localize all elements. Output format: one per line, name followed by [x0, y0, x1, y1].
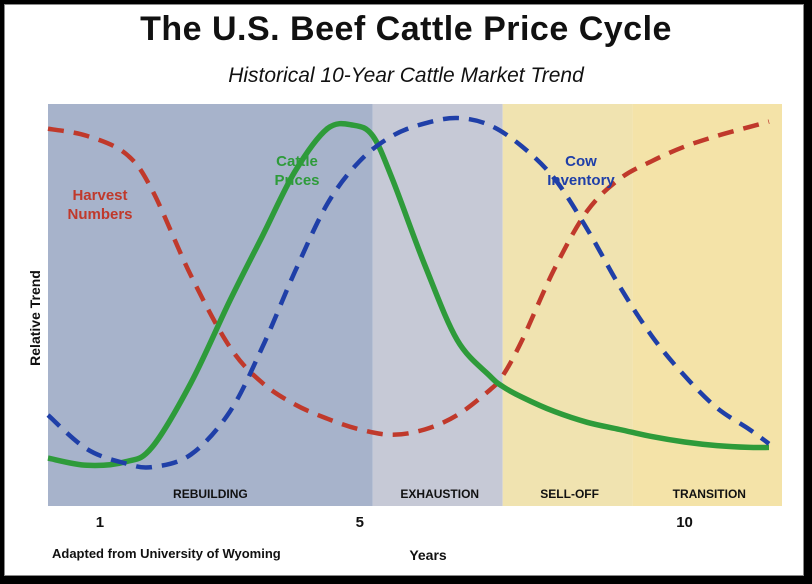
x-tick-label-10: 10: [676, 514, 693, 531]
series-labels: Harvest Numbers Cattle Prices Cow Inventory: [67, 153, 615, 223]
series-label-cattle-prices-line-1: Cattle: [276, 153, 318, 170]
phase-label-sell-off: SELL-OFF: [540, 487, 599, 501]
x-tick-label-5: 5: [356, 514, 364, 531]
series-lines: [46, 115, 771, 470]
phase-band-exhaustion: [372, 104, 503, 506]
x-tick-label-1: 1: [96, 514, 104, 531]
phase-band-rebuilding: [48, 104, 373, 506]
series-label-harvest-numbers-line-1: Harvest: [72, 187, 127, 204]
series-line-harvest-numbers: [47, 119, 770, 438]
series-label-cow-inventory-line-2: Inventory: [547, 172, 615, 189]
phase-label-transition: TRANSITION: [673, 487, 746, 501]
chart-title: The U.S. Beef Cattle Price Cycle: [140, 10, 672, 48]
phase-bands: [48, 104, 782, 506]
y-axis-label: Relative Trend: [27, 270, 43, 366]
chart-subtitle: Historical 10-Year Cattle Market Trend: [228, 64, 584, 87]
series-line-cow-inventory: [46, 115, 771, 470]
series-line-cattle-prices: [47, 120, 770, 469]
phase-label-rebuilding: REBUILDING: [173, 487, 248, 501]
x-axis-label: Years: [409, 547, 447, 563]
phase-band-sell-off: [502, 104, 633, 506]
x-axis-ticks: 1 5 10: [96, 514, 693, 531]
series-label-cow-inventory-line-1: Cow: [565, 153, 597, 170]
phase-label-exhaustion: EXHAUSTION: [400, 487, 479, 501]
series-label-cattle-prices-line-2: Prices: [274, 172, 319, 189]
phase-labels: REBUILDING EXHAUSTION SELL-OFF TRANSITION: [173, 487, 746, 501]
source-credit: Adapted from University of Wyoming: [52, 546, 281, 561]
series-label-harvest-numbers-line-2: Numbers: [67, 206, 132, 223]
